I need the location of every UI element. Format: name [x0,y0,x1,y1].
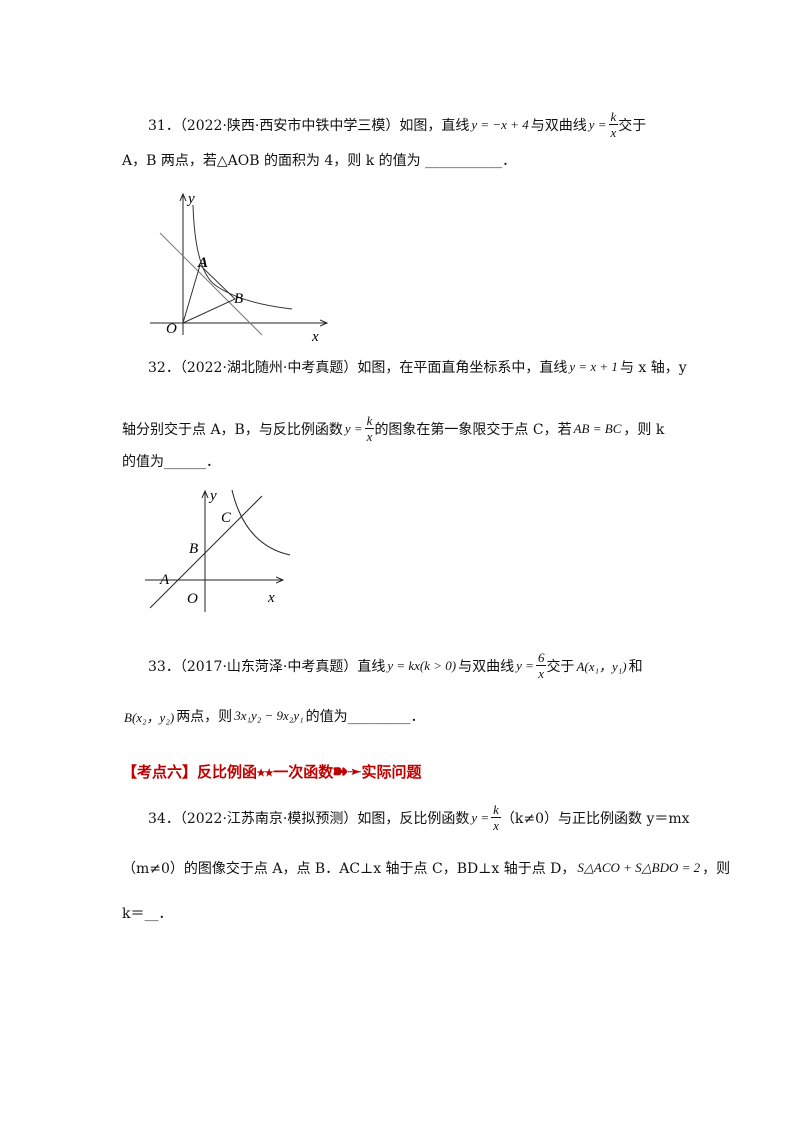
fig-label: B [234,291,243,307]
text-line: 32．（2022·湖北随州·中考真题）如图，在平面直角坐标系中，直线 y = x … [148,357,687,377]
formula: y = kx(k > 0) [387,657,457,673]
text: 的值为_________． [305,709,425,725]
text: 31．（2022·陕西·西安市中铁中学三模）如图，直线 [148,117,470,134]
text: （k≠0）与正比例函数 y＝mx [500,810,690,827]
formula: S△ACO + S△BDO = 2 [577,860,701,875]
formula: y = [471,809,490,825]
text: 交于 [618,117,647,134]
text: （m≠0）的图像交于点 A，点 B．AC⊥x 轴于点 C，BD⊥x 轴于点 D， [122,861,576,877]
text-line: A，B 两点，若△AOB 的面积为 4，则 k 的值为 ___________． [122,150,516,170]
fig-label: A [197,255,208,271]
text: 和 [628,658,643,675]
text: 交于 [546,658,575,675]
text: ，则 k [623,421,665,438]
text: 轴分别交于点 A，B，与反比例函数 [122,421,343,438]
figure-31: y A B O x [150,191,400,345]
text: 与双曲线 [530,117,587,134]
fig-label: y [208,488,217,504]
denominator: x [366,429,373,444]
text: k＝__． [122,906,173,922]
numerator: k [491,802,501,818]
formula: y = [516,657,534,673]
fig-label: y [186,191,195,207]
fig-label: A [159,572,170,588]
text: 34．（2022·江苏南京·模拟预测）如图，反比例函数 [148,810,470,827]
text: 两点，则 [176,709,233,725]
text-line: 34．（2022·江苏南京·模拟预测）如图，反比例函数 y = k x （k≠0）与正比… [148,802,690,833]
denominator: x [493,818,499,833]
denominator: x [610,125,617,140]
text-line: 轴分别交于点 A，B，与反比例函数 y = k x 的图象在第一象限交于点 C，若 AB … [122,413,664,444]
formula: y = [588,116,607,132]
text-line: （m≠0）的图像交于点 A，点 B．AC⊥x 轴于点 C，BD⊥x 轴于点 D，… [122,858,730,878]
formula: y = −x + 4 [471,116,529,132]
text: 与 x 轴，y [619,360,687,376]
text: 的值为______． [122,454,220,470]
text: ，则 [702,861,731,877]
text: 32．（2022·湖北随州·中考真题）如图，在平面直角坐标系中，直线 [148,360,568,376]
figure-32: y C B A O x [145,488,291,612]
formula: A(x₁，y₁) [576,659,627,674]
text-line: 的值为______． [122,451,220,471]
formula: y = [344,420,363,436]
numerator: 6 [535,650,547,666]
section-heading: 【考点六】反比例函⭑⭑一次函数➽➛实际问题 [122,763,422,781]
text-line: 33．（2017·山东菏泽·中考真题）直线 y = kx(k > 0) 与双曲线 y … [148,650,643,681]
formula: AB = BC [573,420,622,436]
formula: y = x + 1 [569,359,618,374]
fig-label: B [189,541,198,557]
text-line: 31．（2022·陕西·西安市中铁中学三模）如图，直线 y = −x + 4 与双曲… [148,109,646,140]
fig-label: C [221,510,232,526]
denominator: x [538,666,545,681]
formula: 3x₁y₂ − 9x₂y₁ [234,708,304,723]
text: 与双曲线 [458,658,515,675]
formula: B(x₂，y₂) [124,709,175,725]
numerator: k [608,109,619,125]
fig-label: x [267,590,275,606]
text-line: B(x₂，y₂) 两点，则 3x₁y₂ − 9x₂y₁ 的值为_________． [122,706,425,726]
text: A，B 两点，若△AOB 的面积为 4，则 k 的值为 ___________． [122,153,517,169]
fig-label: O [166,321,177,337]
numerator: k [364,413,375,429]
text: 33．（2017·山东菏泽·中考真题）直线 [148,658,386,675]
fig-label: O [187,591,198,607]
fig-label: x [311,329,319,345]
text: 的图象在第一象限交于点 C，若 [374,421,572,438]
text-line: k＝__． [122,903,172,923]
